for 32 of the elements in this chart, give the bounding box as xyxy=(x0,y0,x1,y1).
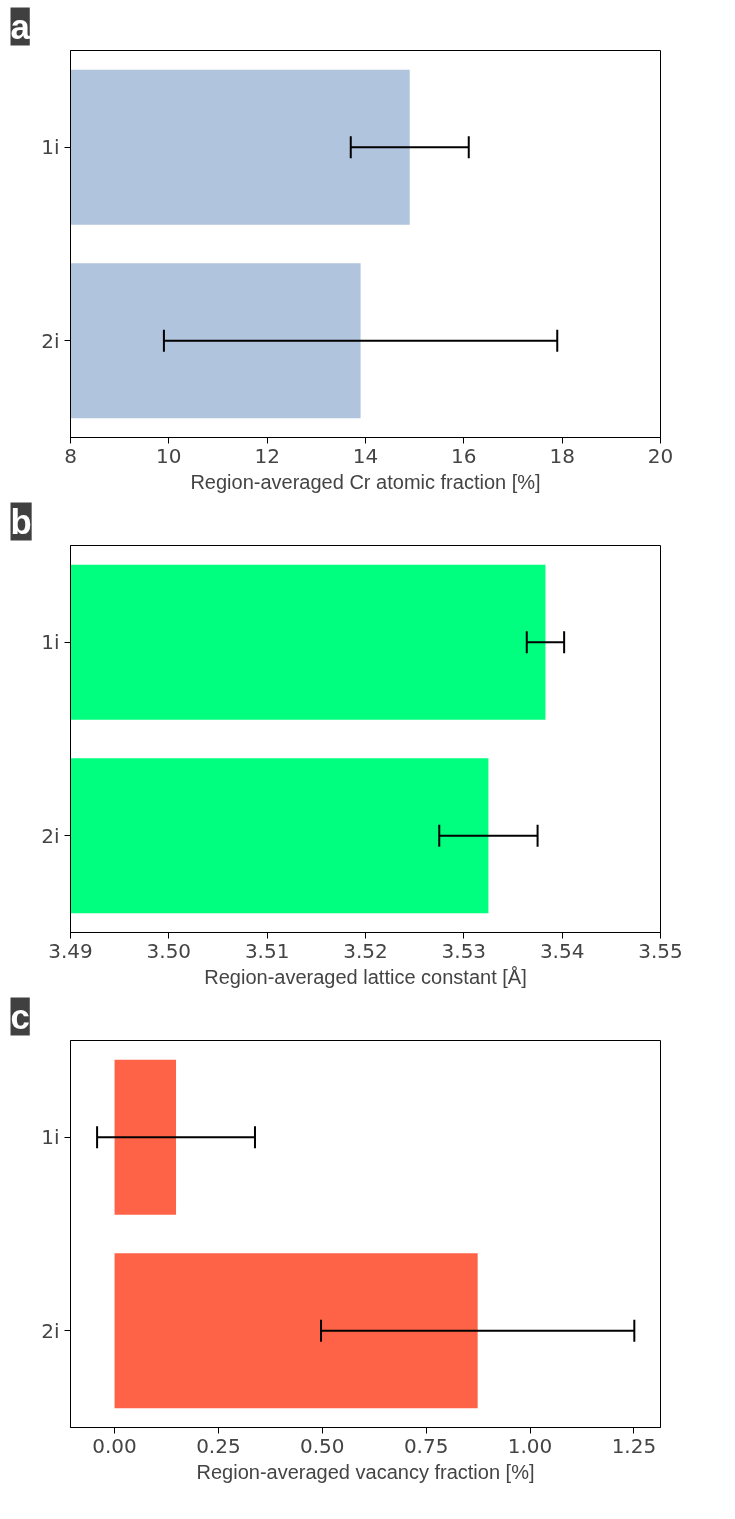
x-tick-label: 0.50 xyxy=(300,1433,345,1458)
chart-title: a xyxy=(10,7,31,46)
x-axis-title: Region-averaged Cr atomic fraction [%] xyxy=(190,470,541,493)
x-tick-label: 20 xyxy=(647,443,674,468)
x-tick-label: 1.25 xyxy=(611,1433,657,1458)
x-tick-label: 3.52 xyxy=(343,938,388,963)
x-tick-label: 12 xyxy=(254,443,280,468)
y-tick-label: 1i xyxy=(41,630,60,655)
y-tick-label: 1i xyxy=(41,135,60,160)
x-tick-label: 3.50 xyxy=(146,938,192,963)
x-tick-label: 10 xyxy=(156,443,182,468)
y-tick-label: 1i xyxy=(41,1125,60,1150)
y-tick-label: 2i xyxy=(41,328,60,353)
x-tick-label: 8 xyxy=(64,443,77,468)
x-tick-label: 1.00 xyxy=(507,1433,553,1458)
x-tick-label: 3.51 xyxy=(244,938,290,963)
x-tick-label: 16 xyxy=(451,443,477,468)
chart-title: b xyxy=(10,502,32,541)
x-tick-label: 14 xyxy=(352,443,379,468)
chart-title: c xyxy=(10,997,30,1036)
y-tick-label: 2i xyxy=(41,1318,60,1343)
x-tick-label: 3.53 xyxy=(441,938,487,963)
x-tick-label: 3.55 xyxy=(638,938,683,963)
x-tick-label: 3.49 xyxy=(48,938,93,963)
y-tick-label: 2i xyxy=(41,823,60,848)
x-tick-label: 0.75 xyxy=(403,1433,449,1458)
x-tick-label: 0.00 xyxy=(92,1433,137,1458)
x-tick-label: 18 xyxy=(549,443,575,468)
x-tick-label: 3.54 xyxy=(539,938,585,963)
x-axis-title: Region-averaged lattice constant [Å] xyxy=(204,965,527,988)
x-tick-label: 0.25 xyxy=(196,1433,241,1458)
x-axis-title: Region-averaged vacancy fraction [%] xyxy=(196,1460,535,1483)
